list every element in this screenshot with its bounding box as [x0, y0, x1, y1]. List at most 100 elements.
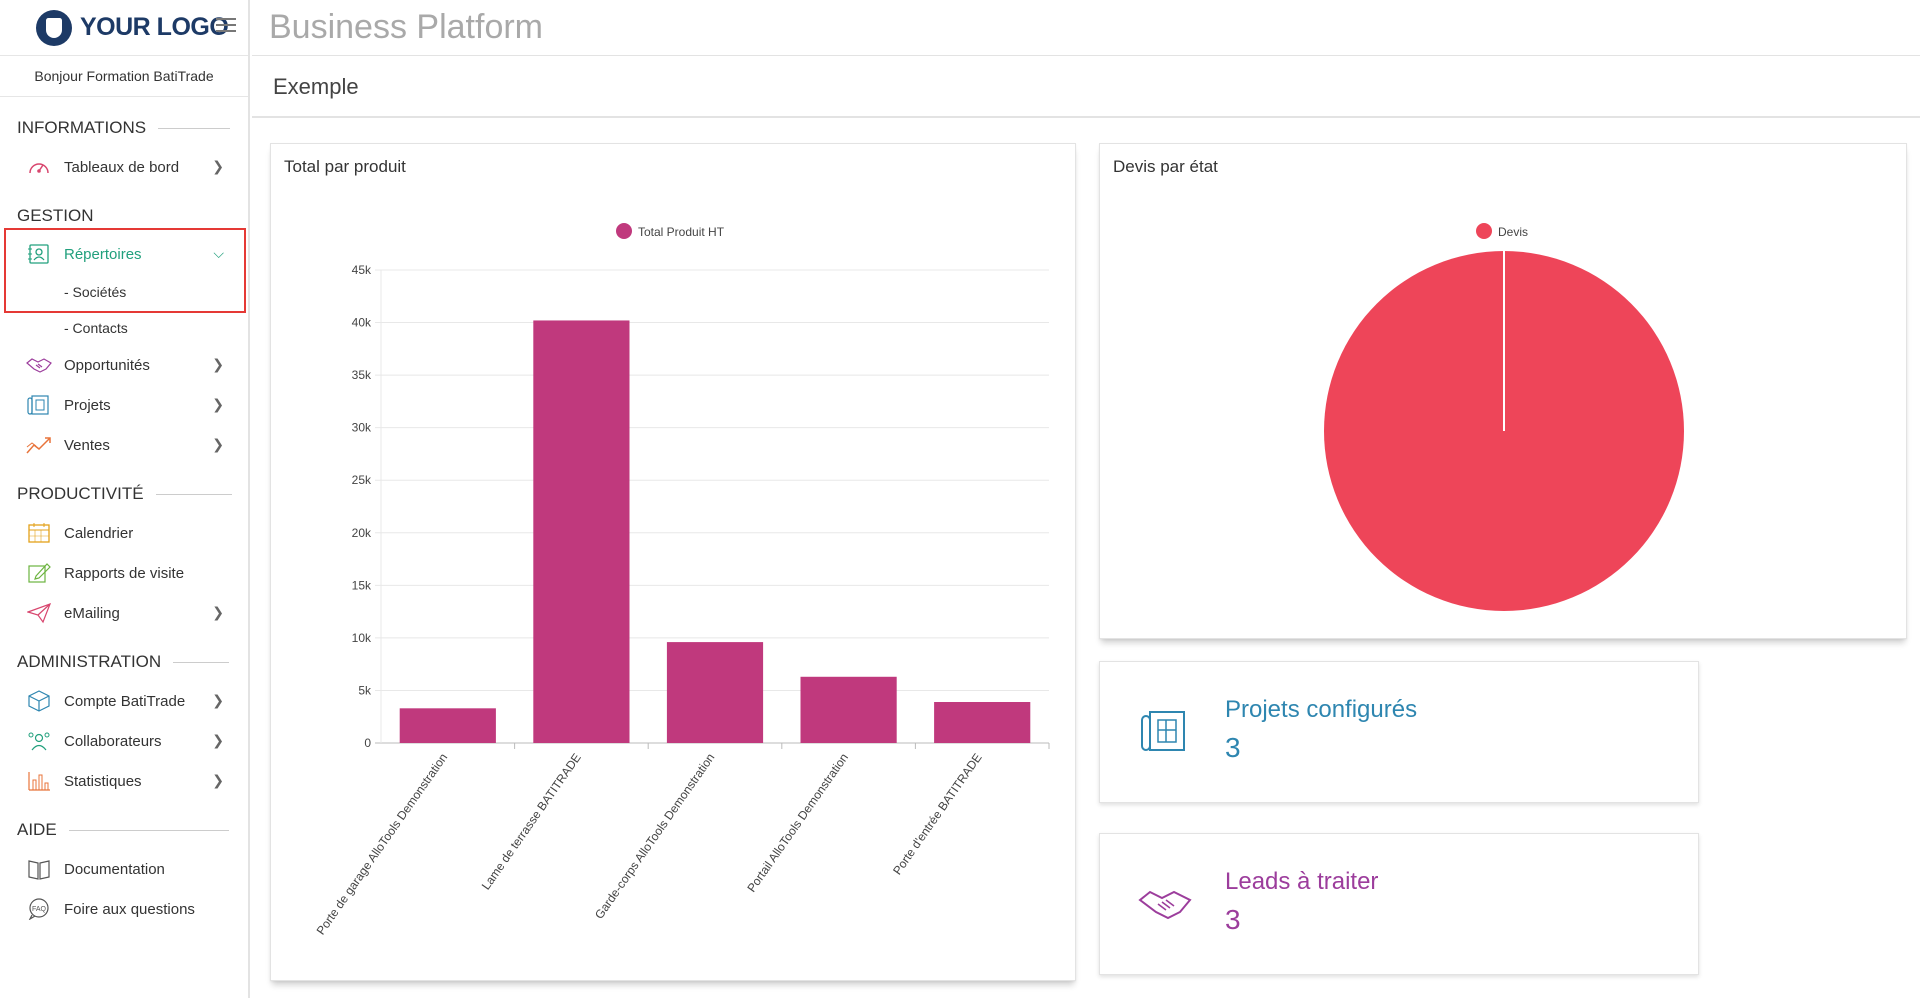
projets-configures-card[interactable]: Projets configurés 3 — [1099, 661, 1699, 803]
y-tick-label: 35k — [352, 368, 372, 382]
bar — [934, 702, 1031, 743]
sidebar-item-calendrier[interactable]: Calendrier — [26, 518, 236, 548]
stat-label: Projets configurés — [1225, 696, 1418, 723]
x-tick-label: Porte de garage AlloTools Demonstration — [314, 751, 451, 938]
account-box-icon — [26, 689, 52, 713]
card-title: Total par produit — [284, 157, 406, 176]
bar — [533, 320, 630, 743]
chevron-right-icon: ❯ — [212, 396, 224, 412]
logo-icon — [36, 9, 72, 46]
devis-par-etat-card: Devis par état Devis — [1099, 143, 1907, 639]
y-tick-label: 0 — [364, 736, 371, 750]
sidebar: YOUR LOGO Bonjour Formation BatiTrade IN… — [0, 0, 250, 998]
bar-chart: Total Produit HT 0 5k 10k 15k 20k 25k 30k 35k 40k… — [314, 223, 1050, 938]
chevron-right-icon: ❯ — [212, 692, 224, 708]
app-title: Business Platform — [269, 8, 543, 46]
sidebar-item-label: Ventes — [64, 436, 110, 454]
directory-icon — [26, 242, 52, 266]
sidebar-item-faq[interactable]: FAQ Foire aux questions — [26, 894, 236, 924]
sidebar-item-tableaux-de-bord[interactable]: Tableaux de bord ❯ — [26, 152, 236, 182]
y-tick-label: 40k — [352, 316, 372, 330]
y-tick-label: 25k — [352, 473, 372, 487]
pie-chart: Devis — [1324, 223, 1684, 611]
sidebar-item-label: Foire aux questions — [64, 900, 195, 918]
section-gestion: GESTION — [17, 206, 106, 226]
team-icon — [26, 729, 52, 753]
dashboard-gauge-icon — [26, 155, 52, 179]
y-tick-label: 45k — [352, 263, 372, 277]
x-tick-label: Porte d'entrée BATITRADE — [890, 751, 985, 878]
legend-label: Devis — [1498, 225, 1528, 239]
stat-value: 3 — [1225, 732, 1241, 763]
chevron-right-icon: ❯ — [212, 732, 224, 748]
sidebar-item-label: Rapports de visite — [64, 564, 185, 582]
page-title: Exemple — [273, 73, 359, 99]
sidebar-item-statistiques[interactable]: Statistiques ❯ — [26, 766, 236, 796]
page-header: Exemple — [252, 57, 1920, 118]
sidebar-item-documentation[interactable]: Documentation — [26, 854, 236, 884]
sidebar-item-label: Collaborateurs — [64, 732, 162, 750]
paper-plane-icon — [26, 601, 52, 625]
bar — [800, 676, 897, 743]
leads-a-traiter-card[interactable]: Leads à traiter 3 — [1099, 833, 1699, 975]
card-title: Devis par état — [1113, 157, 1218, 176]
sidebar-item-label: Projets — [64, 396, 111, 414]
book-icon — [26, 857, 52, 881]
chevron-down-icon: ⌵ — [213, 245, 224, 261]
sidebar-item-label: Calendrier — [64, 524, 134, 542]
sidebar-item-label: Tableaux de bord — [64, 158, 180, 176]
section-administration: ADMINISTRATION — [17, 652, 230, 672]
sidebar-item-projets[interactable]: Projets ❯ — [26, 390, 236, 420]
calendar-icon — [26, 521, 52, 545]
sidebar-item-label: Répertoires — [64, 245, 142, 263]
sidebar-item-compte-batitrade[interactable]: Compte BatiTrade ❯ — [26, 686, 236, 716]
sidebar-item-repertoires[interactable]: Répertoires ⌵ — [26, 239, 236, 269]
sidebar-item-opportunites[interactable]: Opportunités ❯ — [26, 350, 236, 380]
section-aide: AIDE — [17, 820, 229, 840]
user-greeting: Bonjour Formation BatiTrade — [0, 56, 248, 97]
menu-icon[interactable] — [216, 18, 236, 34]
chevron-right-icon: ❯ — [212, 604, 224, 620]
sidebar-subitem-contacts[interactable]: - Contacts — [64, 320, 128, 336]
y-tick-label: 10k — [352, 631, 372, 645]
x-tick-label: Portail AlloTools Demonstration — [744, 751, 851, 895]
section-label: GESTION — [17, 206, 94, 225]
bar — [666, 642, 764, 743]
y-tick-label: 30k — [352, 421, 372, 435]
chevron-right-icon: ❯ — [212, 158, 224, 174]
logo-text: YOUR LOGO — [80, 13, 229, 41]
sidebar-item-emailing[interactable]: eMailing ❯ — [26, 598, 236, 628]
section-productivite: PRODUCTIVITÉ — [17, 484, 232, 504]
sidebar-item-collaborateurs[interactable]: Collaborateurs ❯ — [26, 726, 236, 756]
chart-legend: Total Produit HT — [616, 223, 725, 239]
report-pen-icon — [26, 561, 52, 585]
x-tick-label: Garde-corps AlloTools Demonstration — [592, 751, 717, 922]
top-header: Business Platform — [252, 0, 1920, 56]
legend-swatch — [1476, 223, 1492, 239]
sidebar-item-rapports-de-visite[interactable]: Rapports de visite — [26, 558, 236, 588]
sales-chart-icon — [26, 433, 52, 457]
y-tick-label: 5k — [358, 683, 372, 697]
svg-text:FAQ: FAQ — [32, 906, 47, 913]
sidebar-item-label: Opportunités — [64, 356, 150, 374]
section-informations: INFORMATIONS — [17, 118, 231, 138]
legend-swatch — [616, 223, 632, 239]
sidebar-item-ventes[interactable]: Ventes ❯ — [26, 430, 236, 460]
sidebar-subitem-societes[interactable]: - Sociétés — [64, 284, 127, 300]
blueprint-icon — [1138, 706, 1188, 756]
chart-legend: Devis — [1476, 223, 1528, 239]
chevron-right-icon: ❯ — [212, 772, 224, 788]
logo-bar: YOUR LOGO — [0, 0, 248, 56]
chevron-right-icon: ❯ — [212, 356, 224, 372]
bar-stats-icon — [26, 769, 52, 793]
handshake-icon — [1138, 878, 1192, 928]
faq-bubble-icon: FAQ — [26, 897, 52, 921]
x-tick-label: Lame de terrasse BATITRADE — [479, 751, 584, 893]
section-label: INFORMATIONS — [17, 118, 147, 137]
sidebar-item-label: Compte BatiTrade — [64, 692, 186, 710]
sidebar-item-label: eMailing — [64, 604, 120, 622]
section-label: ADMINISTRATION — [17, 652, 162, 671]
total-par-produit-card: Total par produit Total Produit HT 0 5k 10k… — [270, 143, 1076, 981]
handshake-icon — [26, 353, 52, 377]
legend-label: Total Produit HT — [638, 225, 725, 239]
